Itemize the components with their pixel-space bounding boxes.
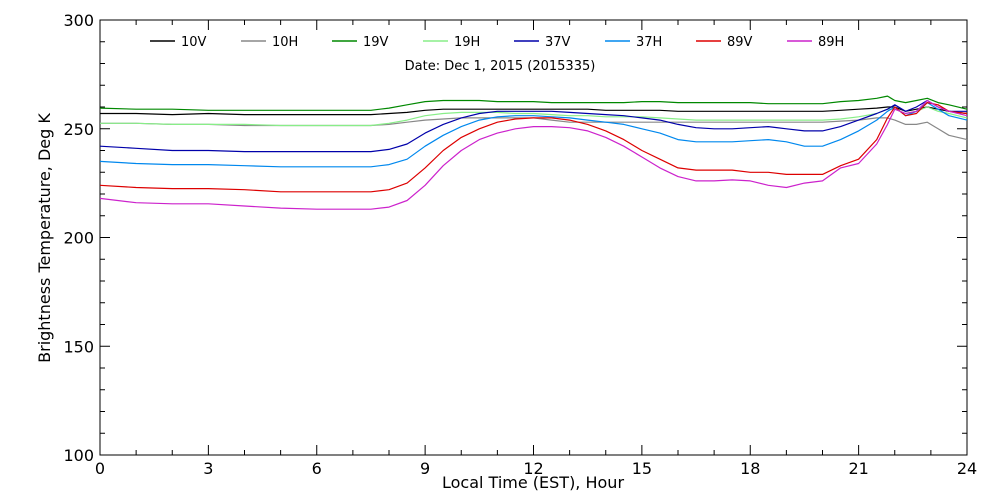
series-line-10h — [100, 117, 968, 141]
axis-tick-labels: 0 3 6 9 12 15 18 21 24 100 150 200 250 300 — [63, 11, 977, 478]
legend-label-19v: 19V — [363, 35, 389, 50]
legend-label-19h: 19H — [454, 35, 480, 50]
series-line-37h — [99, 101, 968, 168]
x-tick-label: 12 — [523, 459, 543, 478]
y-tick-label: 200 — [63, 229, 94, 248]
series-line-89v — [99, 101, 968, 193]
legend-label-10h: 10H — [272, 35, 298, 50]
legend-label-89h: 89H — [818, 35, 844, 50]
x-tick-label: 21 — [848, 459, 868, 478]
plot-frame — [99, 19, 968, 456]
series-line-37v — [99, 99, 967, 153]
legend-label-10v: 10V — [181, 35, 207, 50]
series-line-19v — [99, 95, 968, 111]
series-line-10v — [100, 106, 968, 116]
legend: 10V 10H 19V 19H 37V 37H 89V 89H — [150, 35, 844, 50]
axis-ticks — [99, 19, 968, 456]
x-tick-label: 9 — [420, 459, 430, 478]
y-tick-label: 100 — [63, 446, 94, 465]
legend-label-37h: 37H — [636, 35, 662, 50]
y-tick-label: 300 — [63, 11, 94, 30]
y-tick-label: 250 — [63, 120, 94, 139]
series-line-89h — [99, 99, 968, 210]
x-tick-label: 24 — [957, 459, 977, 478]
x-axis-title: Local Time (EST), Hour — [442, 473, 624, 492]
x-tick-label: 15 — [632, 459, 652, 478]
legend-label-89v: 89V — [727, 35, 753, 50]
x-tick-label: 18 — [740, 459, 760, 478]
y-tick-label: 150 — [63, 337, 94, 356]
series-lines — [99, 95, 968, 210]
x-tick-label: 6 — [312, 459, 322, 478]
legend-label-37v: 37V — [545, 35, 571, 50]
y-axis-title: Brightness Temperature, Deg K — [35, 113, 54, 363]
date-annotation: Date: Dec 1, 2015 (2015335) — [405, 59, 596, 74]
x-tick-label: 3 — [203, 459, 213, 478]
x-tick-label: 0 — [95, 459, 105, 478]
